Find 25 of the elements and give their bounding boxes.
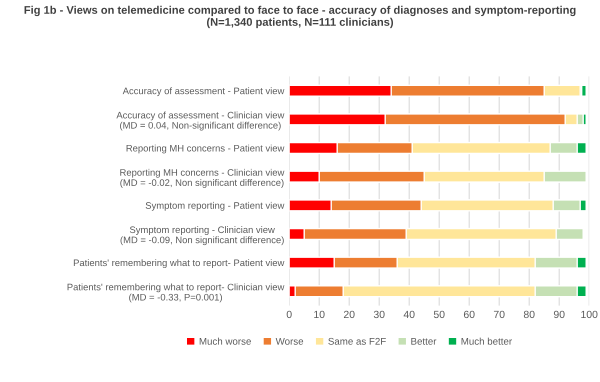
- chart-title: Fig 1b - Views on telemedicine compared to face to face - accuracy of diagnoses and symptom-reporting (N=1,340 patients, N=111 clinicians): [24, 6, 576, 28]
- legend-label: Better: [411, 338, 436, 345]
- x-tick-label: 10: [314, 310, 325, 318]
- y-tick-label: Symptom reporting - Clinician view (MD = -0.09, Non significant difference): [120, 226, 284, 246]
- x-tick-label: 20: [344, 310, 355, 318]
- x-tick-label: 70: [494, 310, 505, 318]
- legend-label: Worse: [276, 338, 304, 345]
- x-tick-label: 40: [404, 310, 415, 318]
- x-tick-label: 60: [464, 310, 475, 318]
- legend-label: Same as F2F: [328, 338, 386, 345]
- x-tick-label: 50: [434, 310, 445, 318]
- x-tick-label: 80: [524, 310, 535, 318]
- x-tick-label: 30: [374, 310, 385, 318]
- y-tick-label: Accuracy of assessment - Patient view: [122, 87, 284, 96]
- y-tick-label: Patients' remembering what to report- Clinician view (MD = -0.33, P=0.001): [68, 283, 284, 302]
- x-tick-label: 90: [554, 310, 565, 318]
- y-tick-label: Accuracy of assessment - Clinician view (MD = 0.04, Non-significant difference): [116, 112, 284, 131]
- legend-label: Much worse: [200, 338, 251, 345]
- y-tick-label: Symptom reporting - Patient view: [146, 202, 284, 211]
- y-tick-label: Reporting MH concerns - Clinician view (MD = -0.02, Non significant difference): [120, 168, 284, 188]
- x-tick-label: 0: [286, 310, 292, 318]
- y-tick-label: Reporting MH concerns - Patient view: [126, 144, 284, 154]
- y-tick-label: Patients' remembering what to report- Patient view: [74, 259, 284, 268]
- x-tick-label: 100: [581, 310, 598, 318]
- legend-label: Much better: [462, 338, 512, 345]
